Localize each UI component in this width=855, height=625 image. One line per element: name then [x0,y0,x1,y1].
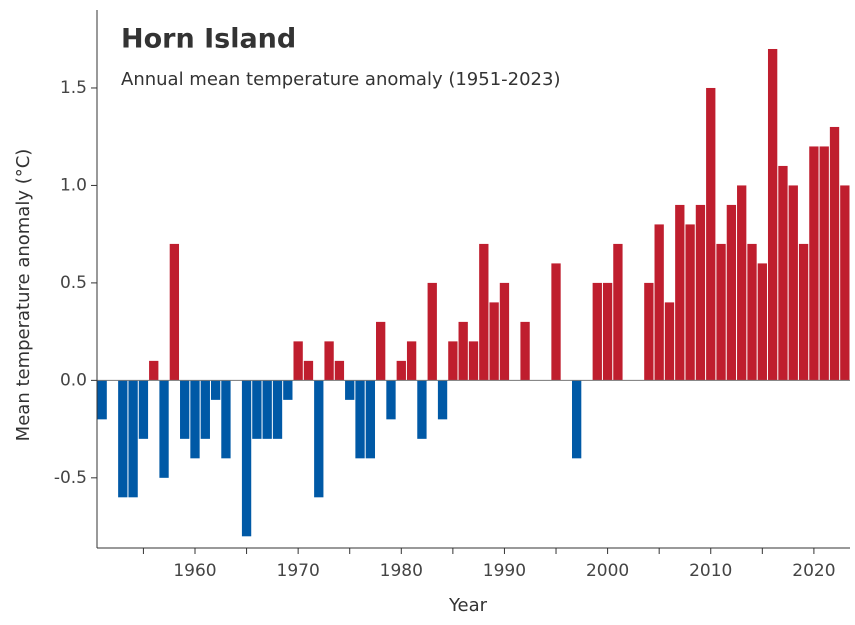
chart-subtitle: Annual mean temperature anomaly (1951-20… [121,69,560,90]
bar [200,380,210,439]
bar [809,146,819,381]
bar [479,243,489,381]
bar [571,380,582,459]
bar [767,48,778,381]
bar [149,360,159,381]
x-axis-label: Year [448,595,488,616]
bar [747,243,757,381]
bar [355,380,365,459]
bar [221,380,231,459]
bar [520,321,530,381]
bar [737,185,747,381]
bar [706,87,716,381]
bar [788,185,798,381]
bar [159,380,169,478]
bar [437,380,448,420]
y-tick-label: 0.5 [60,273,87,293]
x-tick-label: 1960 [173,561,216,581]
bar [190,380,200,459]
bar [396,360,406,381]
y-tick-label: -0.5 [54,468,87,488]
bar [685,224,695,381]
bar [489,302,499,381]
bar [427,282,437,381]
bar [334,360,345,381]
bar [819,146,829,381]
bar [644,282,654,381]
bar [417,380,427,439]
bar [345,380,355,400]
bar [314,380,324,498]
bar [169,243,180,381]
y-axis-label: Mean temperature anomaly (°C) [13,149,34,442]
bar [241,380,252,537]
bar [293,341,303,381]
bar [386,380,396,420]
bar [180,380,190,439]
x-tick-label: 1980 [380,561,423,581]
bar [262,380,272,439]
x-tick-label: 1990 [483,561,526,581]
bar [829,126,840,381]
bar [798,243,809,381]
bar [664,302,675,381]
x-tick-label: 2000 [586,561,629,581]
chart-title: Horn Island [121,24,296,55]
y-tick-label: 1.5 [60,78,87,98]
bar [283,380,293,400]
y-tick-label: 1.0 [60,175,87,195]
bar [716,243,726,381]
bar [468,341,479,381]
bar [365,380,376,459]
bar [551,263,561,381]
bar [499,282,510,381]
bar [675,204,685,381]
bar [210,380,221,400]
bar [840,185,850,381]
y-tick-label: 0.0 [60,370,87,390]
bar [602,282,613,381]
bar [118,380,128,498]
bar [458,321,468,381]
bar [252,380,262,439]
bar [272,380,283,439]
bar [695,204,706,381]
bar [128,380,138,498]
bar [448,341,458,381]
x-tick-label: 2010 [689,561,732,581]
bar [97,380,107,420]
x-tick-label: 2020 [792,561,835,581]
bar [757,263,767,381]
x-tick-label: 1970 [277,561,320,581]
bar [592,282,602,381]
bar [406,341,417,381]
bar [778,165,788,381]
bar [303,360,314,381]
bar [324,341,334,381]
bar [726,204,737,381]
bar [654,224,664,381]
bar [613,243,623,381]
bar [376,321,386,381]
bar [138,380,149,439]
